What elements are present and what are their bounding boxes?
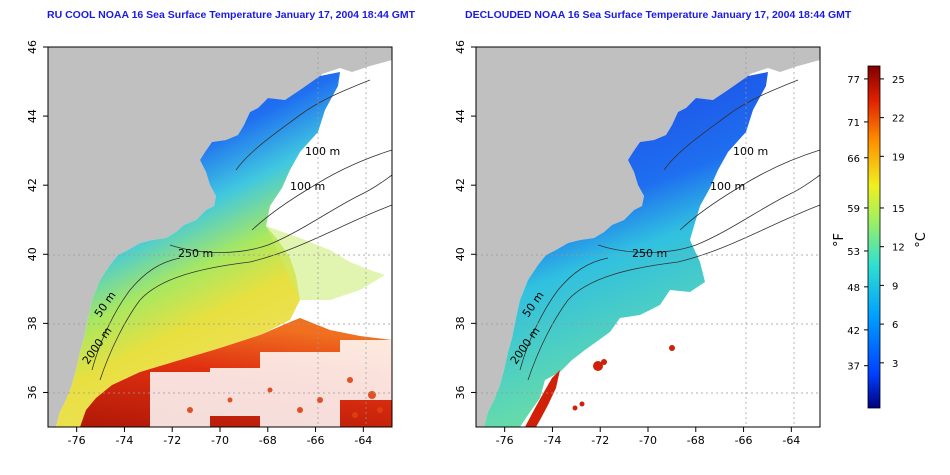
colorbar-ticks: 25 22 19 15 12 9 6 3 77 71 66 59 53 48 42 37: [847, 75, 904, 373]
right-contour-label-250: 250 m: [632, 247, 667, 260]
left-x-tick-label: -66: [307, 434, 325, 447]
left-x-tick-label: -68: [259, 434, 277, 447]
left-y-tick-label: 44: [26, 109, 39, 123]
right-x-tick-label: -76: [496, 434, 514, 447]
colorbar-f-tick-label: 37: [847, 362, 860, 373]
left-contour-label-100b: 100 m: [290, 180, 325, 193]
left-y-tick-label: 40: [26, 247, 39, 261]
right-x-tick-label: -64: [782, 434, 800, 447]
left-map-panel: 100 m 100 m 250 m 50 m 2000 m -76 -74 -72-…: [26, 40, 393, 447]
right-x-tick-label: -68: [687, 434, 705, 447]
left-panel-title: RU COOL NOAA 16 Sea Surface Temperature …: [47, 9, 416, 21]
left-contour-label-100a: 100 m: [305, 145, 340, 158]
left-x-tick-label: -74: [115, 434, 133, 447]
colorbar-f-label: °F: [832, 233, 847, 247]
right-land: [476, 47, 820, 427]
left-y-tick-label: 38: [26, 316, 39, 330]
left-y-tick-label: 42: [26, 178, 39, 192]
right-grid: [476, 47, 820, 427]
left-y-tick-label: 36: [26, 385, 39, 399]
colorbar-f-tick-label: 59: [847, 204, 860, 215]
right-warm-patches: [525, 345, 675, 427]
left-grid: [48, 47, 392, 427]
colorbar-c-tick-label: 12: [892, 243, 905, 254]
left-x-tick-label: -70: [211, 434, 229, 447]
right-y-tick-label: 44: [454, 109, 467, 123]
right-contour-label-100b: 100 m: [710, 180, 745, 193]
colorbar-c-tick-label: 19: [892, 152, 905, 163]
right-y-tick-label: 38: [454, 316, 467, 330]
colorbar-gradient: [867, 65, 881, 409]
colorbar-f-tick-label: 53: [847, 247, 860, 258]
left-axes: -76 -74 -72 -70 -68 -66 -64 36 38 40 42 44 46: [26, 40, 372, 447]
colorbar-c-tick-label: 15: [892, 204, 905, 215]
right-x-tick-label: -74: [543, 434, 561, 447]
right-sst-field: [484, 72, 768, 427]
colorbar-c-tick-label: 25: [892, 75, 905, 86]
left-contour-label-250: 250 m: [178, 247, 213, 260]
left-scattered-field: [266, 226, 385, 300]
right-y-tick-label: 40: [454, 247, 467, 261]
colorbar-c-tick-label: 6: [892, 320, 898, 331]
left-x-tick-label: -72: [163, 434, 181, 447]
right-y-tick-label: 46: [454, 40, 467, 54]
colorbar-f-tick-label: 42: [847, 326, 860, 337]
right-y-tick-label: 42: [454, 178, 467, 192]
colorbar-c-tick-label: 22: [892, 114, 905, 125]
colorbar: 25 22 19 15 12 9 6 3 77 71 66 59 53 48 42 37 °F °C: [832, 65, 929, 409]
right-x-tick-label: -70: [639, 434, 657, 447]
colorbar-c-label: °C: [914, 232, 929, 248]
left-contours: [91, 79, 393, 381]
colorbar-c-tick-label: 3: [892, 359, 898, 370]
left-y-tick-label: 46: [26, 40, 39, 54]
colorbar-c-tick-label: 9: [892, 281, 898, 292]
right-axes: -76 -74 -72 -70 -68 -66 -64 36 38 40 42 44 46: [454, 40, 800, 447]
colorbar-f-tick-label: 77: [847, 75, 860, 86]
right-map-panel: 100 m 100 m 250 m 50 m 2000 m -76 -74 -72-…: [454, 40, 821, 447]
colorbar-f-tick-label: 66: [847, 154, 860, 165]
right-x-tick-label: -66: [735, 434, 753, 447]
right-panel-title: DECLOUDED NOAA 16 Sea Surface Temperatur…: [465, 9, 852, 21]
left-land: [48, 47, 392, 427]
left-x-tick-label: -64: [354, 434, 372, 447]
right-x-tick-label: -72: [591, 434, 609, 447]
colorbar-f-tick-label: 48: [847, 283, 860, 294]
right-y-tick-label: 36: [454, 385, 467, 399]
left-cloud-speckle: [150, 340, 392, 427]
right-contours: [519, 79, 821, 381]
right-no-data: [540, 280, 820, 427]
right-contour-label-100a: 100 m: [733, 145, 768, 158]
left-x-tick-label: -76: [68, 434, 86, 447]
left-sst-field: [56, 72, 340, 427]
colorbar-f-tick-label: 71: [847, 118, 860, 129]
